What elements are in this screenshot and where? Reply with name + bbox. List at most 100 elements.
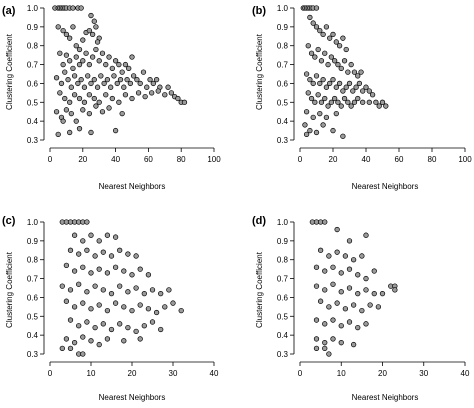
panel-a-point [71, 92, 78, 98]
panel-c-point [59, 345, 65, 351]
panel-a-point [129, 54, 135, 60]
panel-b-point [333, 84, 339, 90]
panel-c-point [92, 283, 98, 289]
panel-b-point [325, 103, 331, 109]
panel-c-y-tick-label: 0.5 [27, 312, 39, 321]
panel-b-point [315, 92, 321, 98]
panel-c-point [133, 253, 139, 259]
panel-c-point [100, 287, 106, 293]
panel-a-point [122, 92, 129, 98]
panel-c-point [71, 304, 78, 310]
panel-a-point [96, 99, 102, 105]
panel-a-point [130, 73, 137, 79]
panel-b-point [332, 95, 338, 102]
panel-c-point [67, 317, 74, 323]
panel-a-x-tick-label: 80 [177, 155, 186, 164]
panel-d: (d) Nearest Neighbors Clustering Coeffic… [252, 215, 470, 402]
panel-a-x-tick-label: 20 [78, 155, 87, 164]
panel-d-point [363, 232, 369, 238]
panel-a-point [116, 61, 122, 68]
panel-a-point [140, 69, 147, 75]
panel-d-point [375, 304, 382, 310]
panel-b-point [313, 129, 320, 136]
panel-b: (b) Nearest Neighbors Clustering Coeffic… [252, 4, 472, 191]
panel-b-x-tick-label: 0 [298, 155, 303, 164]
panel-a-point [93, 103, 99, 109]
panel-c-point [125, 251, 131, 257]
panel-a-point [114, 80, 120, 87]
panel-b-point [345, 69, 351, 75]
panel-d-x-tick-label: 30 [419, 369, 428, 378]
panel-a-point [73, 118, 79, 124]
panel-a-y-tick-label: 1.0 [27, 4, 39, 13]
panel-b-point [369, 92, 376, 98]
panel-b-point [338, 65, 344, 71]
panel-c-point [125, 324, 131, 331]
panel-d-point [313, 336, 320, 342]
panel-a-point [129, 95, 135, 102]
panel-b-point [343, 84, 349, 90]
panel-b-point [351, 99, 358, 105]
panel-b-x-tick-label: 100 [458, 155, 472, 164]
panel-b-point [313, 24, 320, 30]
panel-c-point [121, 338, 127, 344]
panel-b-point [333, 110, 339, 117]
panel-c-point [88, 306, 94, 312]
panel-c-point [80, 238, 86, 244]
panel-a-point [88, 80, 94, 87]
panel-b-point [332, 58, 338, 64]
panel-b-point [313, 73, 320, 79]
panel-a-point [104, 77, 111, 83]
panel-d-y-tick-label: 0.8 [277, 256, 289, 265]
panel-a-point [80, 37, 86, 43]
panel-a-point [68, 84, 74, 90]
panel-c-point [125, 289, 131, 295]
panel-b-point [335, 99, 341, 105]
panel-d-y-tick-label: 0.6 [277, 293, 289, 302]
panel-d-point [322, 268, 328, 274]
panel-c-point [153, 309, 160, 316]
panel-c-point [80, 351, 86, 357]
panel-c-point [71, 232, 78, 238]
panel-a-point [135, 90, 142, 96]
panel-b-x-tick-label: 60 [395, 155, 404, 164]
panel-d-point [363, 321, 369, 327]
panel-c-point [92, 253, 98, 259]
panel-d-point [350, 302, 357, 308]
panel-a-point [117, 77, 124, 83]
panel-c-x-tick-label: 10 [87, 369, 96, 378]
panel-a-point [86, 92, 93, 98]
panel-c-point [88, 270, 94, 276]
panel-b-y-tick-label: 1.0 [277, 4, 289, 13]
panel-d-point [338, 340, 344, 346]
panel-a-point [127, 80, 134, 87]
panel-d-point [313, 283, 320, 289]
panel-b-point [345, 99, 351, 105]
panel-b-y-tick-label: 0.6 [277, 79, 289, 88]
panel-a-point [126, 65, 132, 71]
panel-a-point [80, 107, 86, 113]
panel-d-point [355, 324, 361, 331]
panel-a-point [86, 27, 93, 34]
panel-b-point [340, 35, 346, 41]
panel-b-point [360, 88, 366, 94]
panel-c-point [108, 326, 115, 333]
panel-b-ylabel: Clustering Coefficient [255, 33, 264, 110]
panel-d-point [317, 298, 324, 304]
panel-b-point [302, 122, 308, 128]
panel-d-point [330, 264, 336, 270]
panel-b-point [307, 127, 313, 134]
panel-d-x-tick-label: 10 [337, 369, 346, 378]
panel-b-y-tick-label: 0.3 [277, 136, 289, 145]
panel-d-point [346, 319, 353, 325]
panel-d-point [322, 287, 328, 293]
panel-b-point [330, 77, 336, 83]
panel-a-point [137, 80, 143, 87]
panel-b-point [320, 77, 326, 83]
panel-c-point [141, 323, 147, 329]
panel-c-point [104, 307, 111, 314]
panel-a-point [60, 27, 66, 34]
panel-a-point [73, 43, 79, 49]
panel-b-point [335, 61, 341, 68]
